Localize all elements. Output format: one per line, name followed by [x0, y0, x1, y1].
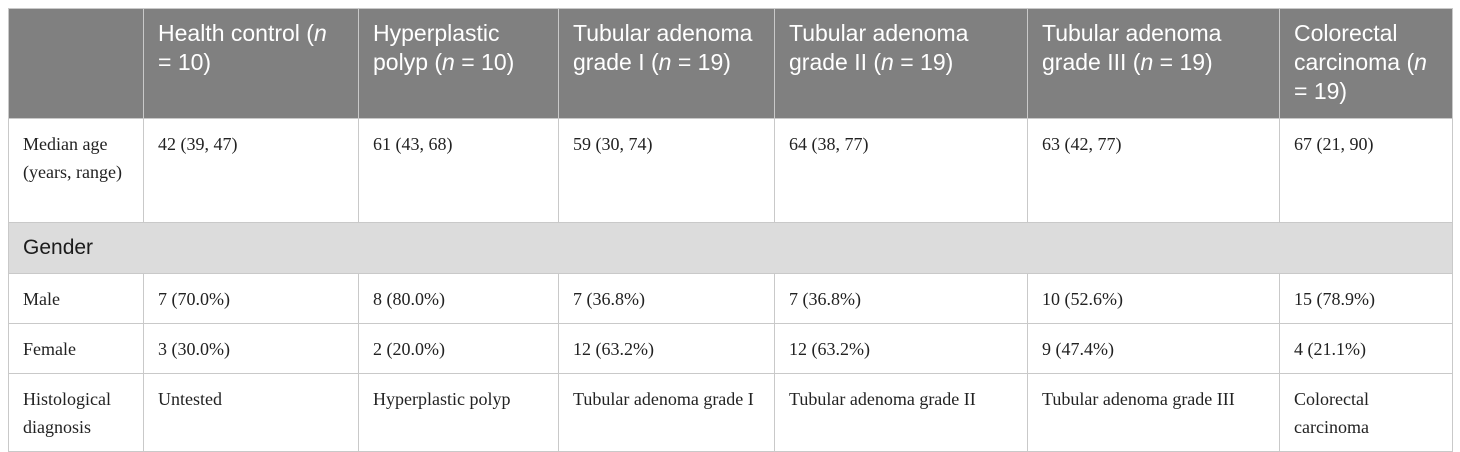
table-cell: 7 (70.0%) — [143, 273, 359, 324]
table-container: Health control (n = 10) Hyperplastic pol… — [8, 8, 1453, 452]
table-cell: Untested — [143, 373, 359, 452]
table-cell: Colorectal carcinoma — [1279, 373, 1453, 452]
table-cell: 3 (30.0%) — [143, 323, 359, 374]
table-cell: 9 (47.4%) — [1027, 323, 1280, 374]
header-blank-cell — [8, 8, 144, 119]
table-cell: 59 (30, 74) — [558, 118, 775, 223]
table-row-median-age: Median age (years, range) 42 (39, 47) 61… — [8, 118, 1453, 223]
table-cell: 2 (20.0%) — [358, 323, 559, 374]
table-cell: 7 (36.8%) — [558, 273, 775, 324]
section-row-gender: Gender — [8, 222, 1453, 274]
header-colorectal-carcinoma: Colorectal carcinoma (n = 19) — [1279, 8, 1453, 119]
table-cell: 63 (42, 77) — [1027, 118, 1280, 223]
header-tubular-adenoma-grade-2: Tubular adenoma grade II (n = 19) — [774, 8, 1028, 119]
demographics-table: Health control (n = 10) Hyperplastic pol… — [8, 8, 1453, 452]
table-row-male: Male 7 (70.0%) 8 (80.0%) 7 (36.8%) 7 (36… — [8, 273, 1453, 324]
table-cell: 8 (80.0%) — [358, 273, 559, 324]
header-row: Health control (n = 10) Hyperplastic pol… — [8, 8, 1453, 119]
table-cell: 10 (52.6%) — [1027, 273, 1280, 324]
row-label: Histological diagnosis — [8, 373, 144, 452]
table-cell: 61 (43, 68) — [358, 118, 559, 223]
table-cell: 64 (38, 77) — [774, 118, 1028, 223]
header-tubular-adenoma-grade-1: Tubular adenoma grade I (n = 19) — [558, 8, 775, 119]
row-label: Female — [8, 323, 144, 374]
table-cell: 12 (63.2%) — [558, 323, 775, 374]
table-cell: Tubular adenoma grade III — [1027, 373, 1280, 452]
header-hyperplastic-polyp: Hyperplastic polyp (n = 10) — [358, 8, 559, 119]
table-cell: 7 (36.8%) — [774, 273, 1028, 324]
row-label: Median age (years, range) — [8, 118, 144, 223]
table-cell: Hyperplastic polyp — [358, 373, 559, 452]
table-row-histological-diagnosis: Histological diagnosis Untested Hyperpla… — [8, 373, 1453, 452]
header-health-control: Health control (n = 10) — [143, 8, 359, 119]
table-cell: 67 (21, 90) — [1279, 118, 1453, 223]
table-cell: 4 (21.1%) — [1279, 323, 1453, 374]
table-cell: 42 (39, 47) — [143, 118, 359, 223]
table-row-female: Female 3 (30.0%) 2 (20.0%) 12 (63.2%) 12… — [8, 323, 1453, 374]
table-cell: 15 (78.9%) — [1279, 273, 1453, 324]
table-cell: Tubular adenoma grade II — [774, 373, 1028, 452]
row-label: Male — [8, 273, 144, 324]
header-tubular-adenoma-grade-3: Tubular adenoma grade III (n = 19) — [1027, 8, 1280, 119]
section-label: Gender — [8, 222, 1453, 274]
table-cell: Tubular adenoma grade I — [558, 373, 775, 452]
table-cell: 12 (63.2%) — [774, 323, 1028, 374]
